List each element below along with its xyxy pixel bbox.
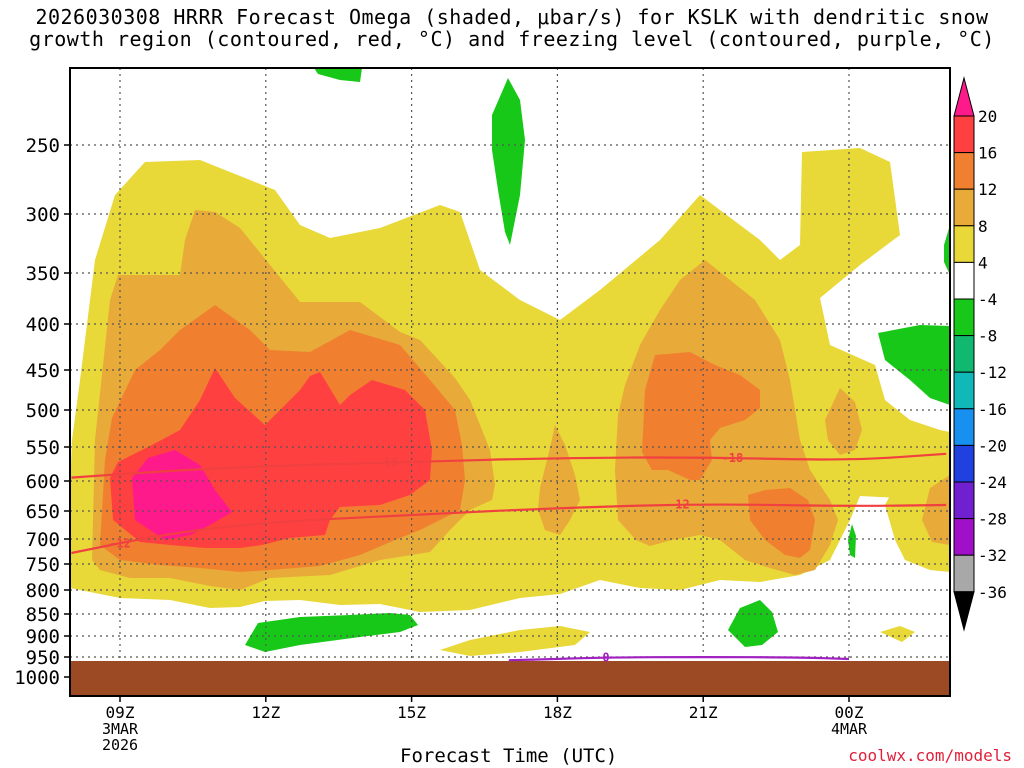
colorbar-cell-5 (953, 261, 975, 300)
omega-shade-neg4to8-low2 (728, 600, 778, 647)
colorbar-label--4: -4 (978, 290, 997, 309)
chart-title: 2026030308 HRRR Forecast Omega (shaded, … (0, 6, 1024, 50)
contour-line--12 (71, 503, 947, 555)
colorbar-cell-8 (953, 371, 975, 410)
x-tick-label-21Z: 21Z (689, 703, 718, 722)
colorbar-cell-10 (953, 444, 975, 483)
colorbar-cell-1 (953, 115, 975, 154)
colorbar-cell-13 (953, 554, 975, 593)
x-axis-label: Forecast Time (UTC) (400, 745, 618, 767)
contour-line-0 (508, 656, 850, 662)
colorbar: 20 16 12 8 4 -4 -8 -12 -16 -20 -24 -28 -32 -36 (953, 76, 1007, 632)
contour-label--12-1: -12 (668, 498, 690, 512)
y-tick-label-650: 650 (26, 501, 60, 523)
y-tick-label-950: 950 (26, 647, 60, 669)
y-axis: 2503003504004505005506006507007508008509… (14, 135, 70, 689)
omega-shade-neg4to8-right (878, 325, 950, 405)
y-tick-label-450: 450 (26, 360, 60, 382)
omega-shade-neg4to8-low1 (245, 613, 418, 652)
omega-shade-12to16-right (642, 352, 760, 480)
contour-lines: -18 -18 -12 -12 0 (71, 451, 947, 664)
x-tick-label-12Z: 12Z (251, 703, 280, 722)
colorbar-label--16: -16 (978, 400, 1007, 419)
x-tick-sub-3MAR: 3MAR (102, 720, 139, 738)
omega-shade-8to12-right-small (825, 388, 862, 455)
x-tick-label-09Z: 09Z (106, 703, 135, 722)
colorbar-label-12: 12 (978, 180, 997, 199)
x-tick-sub-2026: 2026 (102, 736, 138, 754)
site-credit: coolwx.com/models (848, 746, 1012, 765)
y-tick-label-250: 250 (26, 135, 60, 157)
contour-label-0-0: 0 (602, 650, 609, 664)
y-tick-label-850: 850 (26, 604, 60, 626)
y-tick-label-700: 700 (26, 529, 60, 551)
omega-shade-neg4to8-rightedge (944, 225, 950, 275)
colorbar-label--20: -20 (978, 436, 1007, 455)
colorbar-label-16: 16 (978, 144, 997, 163)
colorbar-cell-2 (953, 152, 975, 190)
contour-label--12-0: -12 (109, 537, 131, 551)
colorbar-cell-6 (953, 298, 975, 337)
y-tick-label-900: 900 (26, 626, 60, 648)
colorbar-label--32: -32 (978, 546, 1007, 565)
colorbar-label--24: -24 (978, 473, 1007, 492)
y-tick-label-1000: 1000 (14, 667, 60, 689)
colorbar-label-20: 20 (978, 107, 997, 126)
contour-label--18-1: -18 (722, 451, 744, 465)
omega-shade-4to8-small (880, 626, 915, 642)
x-tick-label-00Z: 00Z (835, 703, 864, 722)
contour-label--18-0: -18 (376, 456, 398, 470)
x-tick-label-18Z: 18Z (543, 703, 572, 722)
colorbar-cell-3 (953, 188, 975, 227)
colorbar-label-8: 8 (978, 217, 988, 236)
colorbar-cell-11 (953, 481, 975, 520)
colorbar-cap-bottom (953, 591, 975, 632)
x-tick-sub-4MAR: 4MAR (831, 720, 868, 738)
omega-shade-8to12-lowright (922, 475, 950, 545)
surface-terrain (70, 661, 950, 696)
colorbar-cell-7 (953, 335, 975, 373)
colorbar-cell-9 (953, 408, 975, 446)
y-tick-label-350: 350 (26, 263, 60, 285)
omega-shade-4to8-band (440, 626, 590, 656)
colorbar-label--28: -28 (978, 510, 1007, 529)
colorbar-label--36: -36 (978, 583, 1007, 602)
y-tick-label-600: 600 (26, 471, 60, 493)
colorbar-label--12: -12 (978, 363, 1007, 382)
y-tick-label-800: 800 (26, 580, 60, 602)
y-tick-label-300: 300 (26, 204, 60, 226)
colorbar-cell-4 (953, 225, 975, 263)
y-tick-label-550: 550 (26, 437, 60, 459)
y-tick-label-500: 500 (26, 400, 60, 422)
omega-shade-neg4to8-top (314, 68, 362, 82)
title-line-2: growth region (contoured, red, °C) and f… (29, 27, 995, 51)
grid-lines (70, 68, 950, 696)
omega-shade-neg4to8-column (492, 78, 525, 245)
colorbar-label-4: 4 (978, 253, 988, 272)
plot-frame (69, 67, 951, 697)
contour-line--18 (71, 452, 947, 479)
colorbar-label--8: -8 (978, 327, 997, 346)
colorbar-cap-top (953, 76, 975, 117)
y-tick-label-400: 400 (26, 314, 60, 336)
omega-shade-neg4to8-low3 (848, 524, 856, 558)
plot-area: -18 -18 -12 -12 0 (70, 68, 950, 696)
y-tick-label-750: 750 (26, 554, 60, 576)
title-line-1: 2026030308 HRRR Forecast Omega (shaded, … (35, 5, 989, 29)
x-tick-label-15Z: 15Z (397, 703, 426, 722)
colorbar-cell-12 (953, 518, 975, 556)
